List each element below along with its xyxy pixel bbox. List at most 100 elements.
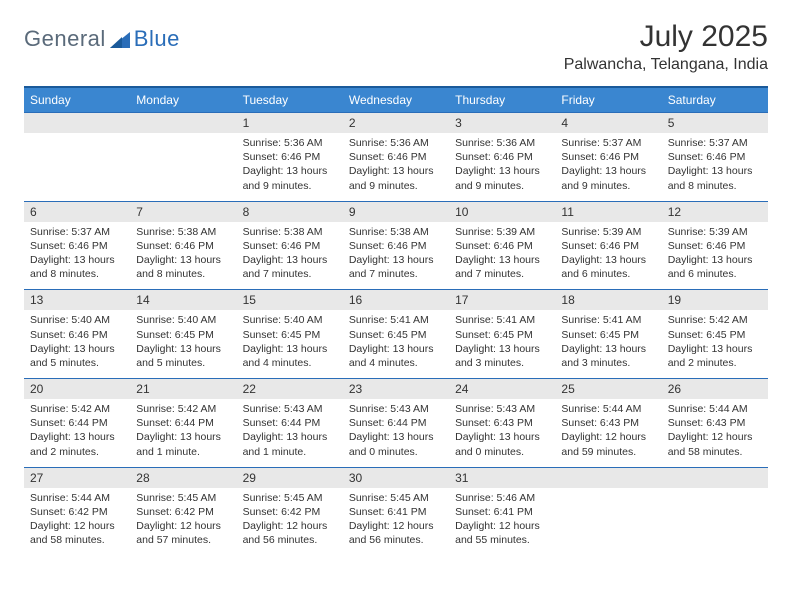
day-header: Saturday [662,87,768,113]
sunset-line: Sunset: 6:44 PM [136,416,230,430]
sunset-line: Sunset: 6:44 PM [243,416,337,430]
day-detail: Sunrise: 5:36 AMSunset: 6:46 PMDaylight:… [343,133,449,201]
calendar-body: 12345Sunrise: 5:36 AMSunset: 6:46 PMDayl… [24,113,768,556]
day-number: 18 [555,290,661,311]
calendar-table: SundayMondayTuesdayWednesdayThursdayFrid… [24,86,768,555]
day-detail: Sunrise: 5:39 AMSunset: 6:46 PMDaylight:… [449,222,555,290]
day-number: 5 [662,113,768,134]
day-detail: Sunrise: 5:42 AMSunset: 6:44 PMDaylight:… [130,399,236,467]
sunset-line: Sunset: 6:43 PM [668,416,762,430]
daylight-line: Daylight: 13 hours and 1 minute. [136,430,230,458]
sunrise-line: Sunrise: 5:44 AM [561,402,655,416]
sunrise-line: Sunrise: 5:43 AM [349,402,443,416]
empty-day-detail [662,488,768,556]
daylight-line: Daylight: 12 hours and 59 minutes. [561,430,655,458]
day-number: 19 [662,290,768,311]
day-number: 10 [449,201,555,222]
sunset-line: Sunset: 6:45 PM [349,328,443,342]
triangle-icon [110,30,130,48]
day-number: 27 [24,467,130,488]
sunset-line: Sunset: 6:44 PM [30,416,124,430]
sunset-line: Sunset: 6:45 PM [136,328,230,342]
detail-row: Sunrise: 5:40 AMSunset: 6:46 PMDaylight:… [24,310,768,378]
daylight-line: Daylight: 13 hours and 5 minutes. [136,342,230,370]
day-detail: Sunrise: 5:40 AMSunset: 6:46 PMDaylight:… [24,310,130,378]
day-number: 11 [555,201,661,222]
day-number: 14 [130,290,236,311]
day-number: 22 [237,379,343,400]
sunrise-line: Sunrise: 5:43 AM [455,402,549,416]
day-detail: Sunrise: 5:39 AMSunset: 6:46 PMDaylight:… [662,222,768,290]
sunset-line: Sunset: 6:42 PM [243,505,337,519]
sunset-line: Sunset: 6:46 PM [136,239,230,253]
daylight-line: Daylight: 12 hours and 58 minutes. [30,519,124,547]
daylight-line: Daylight: 13 hours and 7 minutes. [243,253,337,281]
month-title: July 2025 [564,20,768,54]
sunrise-line: Sunrise: 5:39 AM [561,225,655,239]
sunset-line: Sunset: 6:46 PM [561,150,655,164]
day-number: 25 [555,379,661,400]
day-detail: Sunrise: 5:43 AMSunset: 6:44 PMDaylight:… [237,399,343,467]
sunset-line: Sunset: 6:46 PM [349,150,443,164]
sunset-line: Sunset: 6:42 PM [30,505,124,519]
daylight-line: Daylight: 13 hours and 9 minutes. [455,164,549,192]
daylight-line: Daylight: 13 hours and 9 minutes. [243,164,337,192]
day-detail: Sunrise: 5:44 AMSunset: 6:42 PMDaylight:… [24,488,130,556]
day-detail: Sunrise: 5:46 AMSunset: 6:41 PMDaylight:… [449,488,555,556]
daylight-line: Daylight: 13 hours and 8 minutes. [30,253,124,281]
daylight-line: Daylight: 13 hours and 0 minutes. [349,430,443,458]
day-number: 12 [662,201,768,222]
logo-general: General [24,26,106,52]
daylight-line: Daylight: 13 hours and 7 minutes. [349,253,443,281]
daylight-line: Daylight: 13 hours and 0 minutes. [455,430,549,458]
daylight-line: Daylight: 13 hours and 8 minutes. [136,253,230,281]
daynum-row: 12345 [24,113,768,134]
day-detail: Sunrise: 5:45 AMSunset: 6:42 PMDaylight:… [237,488,343,556]
day-number: 1 [237,113,343,134]
day-number: 3 [449,113,555,134]
day-number: 7 [130,201,236,222]
day-number: 2 [343,113,449,134]
day-header: Wednesday [343,87,449,113]
sunrise-line: Sunrise: 5:38 AM [136,225,230,239]
sunset-line: Sunset: 6:45 PM [561,328,655,342]
day-number: 21 [130,379,236,400]
day-header: Thursday [449,87,555,113]
daylight-line: Daylight: 13 hours and 3 minutes. [561,342,655,370]
sunrise-line: Sunrise: 5:46 AM [455,491,549,505]
daylight-line: Daylight: 13 hours and 5 minutes. [30,342,124,370]
daylight-line: Daylight: 13 hours and 2 minutes. [30,430,124,458]
daynum-row: 13141516171819 [24,290,768,311]
sunrise-line: Sunrise: 5:40 AM [136,313,230,327]
sunset-line: Sunset: 6:46 PM [243,239,337,253]
daylight-line: Daylight: 12 hours and 57 minutes. [136,519,230,547]
detail-row: Sunrise: 5:37 AMSunset: 6:46 PMDaylight:… [24,222,768,290]
sunrise-line: Sunrise: 5:45 AM [136,491,230,505]
header: General Blue July 2025 Palwancha, Telang… [24,20,768,74]
sunrise-line: Sunrise: 5:40 AM [243,313,337,327]
day-detail: Sunrise: 5:41 AMSunset: 6:45 PMDaylight:… [555,310,661,378]
day-detail: Sunrise: 5:40 AMSunset: 6:45 PMDaylight:… [237,310,343,378]
day-detail: Sunrise: 5:44 AMSunset: 6:43 PMDaylight:… [662,399,768,467]
empty-day-number [555,467,661,488]
day-detail: Sunrise: 5:45 AMSunset: 6:41 PMDaylight:… [343,488,449,556]
empty-day-detail [555,488,661,556]
sunset-line: Sunset: 6:45 PM [668,328,762,342]
day-number: 26 [662,379,768,400]
day-header: Tuesday [237,87,343,113]
sunrise-line: Sunrise: 5:43 AM [243,402,337,416]
day-detail: Sunrise: 5:37 AMSunset: 6:46 PMDaylight:… [662,133,768,201]
sunset-line: Sunset: 6:46 PM [668,239,762,253]
sunrise-line: Sunrise: 5:38 AM [349,225,443,239]
day-detail: Sunrise: 5:43 AMSunset: 6:44 PMDaylight:… [343,399,449,467]
day-header: Sunday [24,87,130,113]
location: Palwancha, Telangana, India [564,56,768,74]
daylight-line: Daylight: 13 hours and 6 minutes. [668,253,762,281]
day-number: 15 [237,290,343,311]
sunset-line: Sunset: 6:41 PM [349,505,443,519]
day-detail: Sunrise: 5:37 AMSunset: 6:46 PMDaylight:… [24,222,130,290]
sunrise-line: Sunrise: 5:37 AM [668,136,762,150]
sunset-line: Sunset: 6:46 PM [561,239,655,253]
sunset-line: Sunset: 6:41 PM [455,505,549,519]
day-detail: Sunrise: 5:40 AMSunset: 6:45 PMDaylight:… [130,310,236,378]
